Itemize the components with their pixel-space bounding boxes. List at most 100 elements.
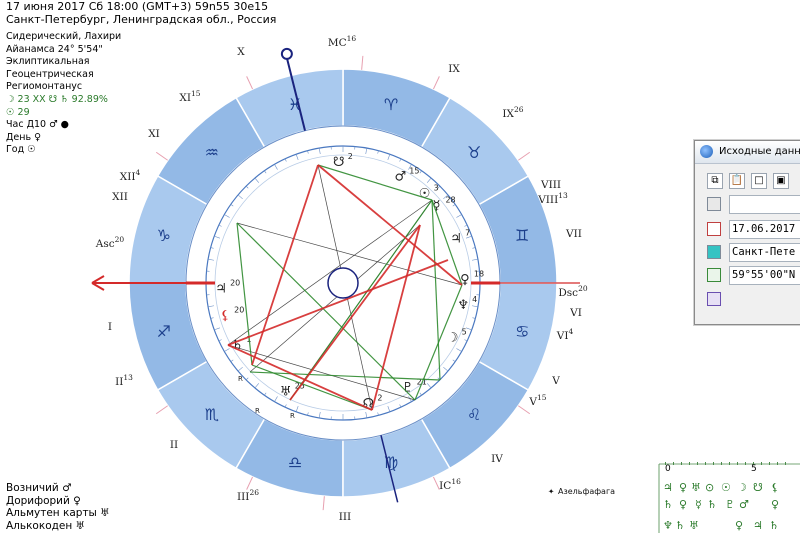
degree-tick — [419, 392, 422, 396]
planet-glyph: ☊ — [363, 396, 375, 411]
zodiac-sign-glyph: ♋ — [515, 322, 529, 341]
planet-glyph: ☽ — [447, 330, 459, 345]
app-icon — [700, 145, 713, 158]
planet-degree: 20 — [230, 278, 240, 287]
degree-tick — [254, 383, 260, 389]
house-label: X — [237, 46, 245, 58]
zodiac-sign-glyph: ♎ — [288, 453, 302, 472]
degree-tick — [471, 258, 478, 261]
house-system: Региомонтанус — [6, 81, 83, 93]
svg-text:☋: ☋ — [753, 481, 763, 494]
house-cusp-line — [155, 151, 168, 161]
empty-field[interactable] — [729, 195, 800, 214]
aspect-line-harmonious — [236, 222, 416, 401]
sun-line: ☉ 29 — [6, 106, 30, 118]
house-label: IC16 — [439, 477, 461, 492]
planet-glyph: ♇ — [402, 380, 414, 395]
degree-tick — [307, 150, 309, 154]
planet-glyph: ☋ — [333, 155, 345, 170]
aspect-line-minor — [236, 222, 463, 286]
degree-tick — [426, 383, 432, 389]
svg-text:♄: ♄ — [663, 498, 673, 511]
source-data-title: Исходные данны — [719, 146, 800, 157]
new-document-icon[interactable]: □ — [751, 173, 767, 189]
almuten-line: Альмутен карты ♅ — [6, 507, 110, 519]
coordinates-field[interactable]: 59°55'00"N — [729, 266, 800, 285]
aspect-line-harmonious — [431, 199, 463, 286]
location-icon[interactable] — [707, 245, 721, 259]
house-label: MC16 — [328, 34, 357, 49]
degree-tick — [274, 164, 278, 170]
vozn-line: Возничий ♂ — [6, 482, 72, 494]
degree-tick — [284, 404, 287, 408]
date-field[interactable]: 17.06.2017 — [729, 220, 800, 239]
house-label: IX26 — [502, 105, 523, 120]
svg-text:☉: ☉ — [721, 481, 731, 494]
retrograde-mark: R — [238, 375, 243, 383]
planet-glyph: ♀ — [460, 273, 470, 288]
degree-tick — [465, 235, 472, 239]
degree-tick — [387, 154, 391, 161]
paste-icon[interactable]: 📋 — [729, 173, 745, 189]
planet-glyph: ♃ — [215, 281, 227, 296]
zodiac-sign-glyph: ♓ — [288, 95, 302, 114]
degree-tick — [465, 327, 472, 331]
zodiac-sign-glyph: ♌ — [467, 405, 481, 424]
house-cusp-line — [518, 405, 531, 415]
house-cusp-line — [246, 76, 254, 90]
mini-grid-col0: 0 — [665, 464, 671, 474]
house-label: VIII13 — [537, 191, 568, 206]
degree-tick — [464, 224, 468, 227]
planet-degree: 15 — [409, 166, 419, 175]
planet-degree: 2 — [377, 393, 382, 402]
city-field[interactable]: Санкт-Пете — [729, 243, 800, 262]
planet-glyph: ☿ — [432, 199, 440, 214]
source-data-titlebar[interactable]: Исходные данны — [695, 141, 800, 164]
aspect-line-minor — [249, 224, 421, 373]
house-label: Asc20 — [95, 235, 125, 250]
house-label: Dsc20 — [558, 284, 587, 299]
degree-tick — [274, 396, 278, 402]
svg-text:☿: ☿ — [695, 498, 702, 511]
coordinates-icon[interactable] — [707, 268, 721, 282]
planet-degree: 7 — [465, 228, 470, 237]
globe-icon[interactable] — [707, 292, 721, 306]
mc-marker-icon — [280, 47, 293, 60]
degree-tick — [408, 164, 412, 170]
degree-tick — [254, 177, 260, 183]
house-label: II — [170, 439, 178, 451]
degree-tick — [471, 305, 478, 308]
house-cusp-line — [322, 496, 325, 511]
degree-tick — [387, 405, 391, 412]
degree-tick — [472, 317, 476, 319]
copy-icon[interactable]: ⧉ — [707, 173, 723, 189]
degree-tick — [452, 359, 456, 362]
planet-degree: 28 — [445, 196, 455, 205]
degree-tick — [464, 339, 468, 342]
degree-tick — [426, 177, 432, 183]
aspect-line-minor — [227, 344, 416, 401]
dorif-line: Дорифорий ♀ — [6, 494, 81, 507]
calendar-icon[interactable] — [707, 222, 721, 236]
degree-tick — [230, 359, 234, 362]
zodiac-sign-glyph: ♐ — [157, 322, 171, 341]
house-cusp-line — [246, 476, 254, 490]
svg-text:♄: ♄ — [675, 519, 685, 532]
house-label: VI4 — [556, 327, 574, 342]
save-icon[interactable]: ▣ — [773, 173, 789, 189]
svg-text:♅: ♅ — [691, 481, 701, 494]
settings-icon[interactable] — [707, 197, 721, 211]
degree-tick — [245, 185, 249, 189]
degree-tick — [408, 396, 412, 402]
house-label: XII4 — [120, 168, 141, 183]
degree-tick — [365, 411, 368, 418]
zodiac-sign-glyph: ♏ — [205, 405, 219, 424]
degree-tick — [264, 170, 267, 174]
degree-tick — [224, 214, 230, 218]
zodiac-type: Сидерический, Лахири — [6, 31, 122, 42]
degree-tick — [264, 392, 267, 396]
source-data-window[interactable]: Исходные данны ⧉ 📋 □ ▣ 17.06.2017 Санкт-… — [694, 140, 800, 325]
house-label: VI — [569, 307, 582, 319]
degree-tick — [218, 339, 222, 342]
